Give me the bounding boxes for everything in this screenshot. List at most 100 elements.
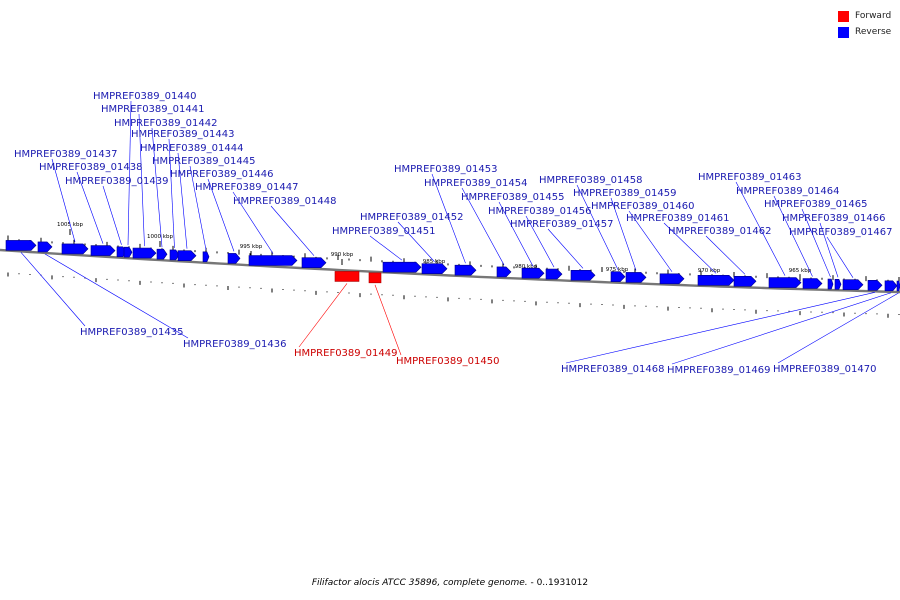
label-HMPREF0389_01467[interactable]: HMPREF0389_01467 [789, 227, 892, 238]
gene-HMPREF0389_01457[interactable] [570, 269, 596, 281]
gene-HMPREF0389_01436[interactable] [37, 241, 53, 253]
strand-legend: Forward Reverse [838, 8, 891, 40]
label-HMPREF0389_01444[interactable]: HMPREF0389_01444 [140, 143, 243, 154]
gene-HMPREF0389_01451[interactable] [382, 261, 422, 273]
reverse-swatch [838, 26, 849, 38]
label-HMPREF0389_01449[interactable]: HMPREF0389_01449 [294, 348, 397, 359]
label-HMPREF0389_01435[interactable]: HMPREF0389_01435 [80, 327, 183, 338]
label-HMPREF0389_01452[interactable]: HMPREF0389_01452 [360, 212, 463, 223]
connector-HMPREF0389_01444 [177, 152, 188, 249]
gene-HMPREF0389_01438[interactable] [90, 245, 116, 256]
label-HMPREF0389_01436[interactable]: HMPREF0389_01436 [183, 339, 286, 350]
connector-HMPREF0389_01441 [138, 113, 145, 247]
connector-HMPREF0389_01470 [777, 292, 899, 364]
gene-HMPREF0389_01466[interactable] [834, 278, 842, 290]
label-HMPREF0389_01460[interactable]: HMPREF0389_01460 [591, 201, 694, 212]
gene-HMPREF0389_01458[interactable] [610, 271, 626, 283]
connector-HMPREF0389_01457 [547, 228, 584, 269]
connector-HMPREF0389_01453 [431, 173, 466, 264]
gene-HMPREF0389_01443[interactable] [169, 249, 180, 261]
label-HMPREF0389_01450[interactable]: HMPREF0389_01450 [396, 356, 499, 367]
label-HMPREF0389_01454[interactable]: HMPREF0389_01454 [424, 178, 527, 189]
gene-HMPREF0389_01450[interactable] [368, 272, 382, 284]
gene-HMPREF0389_01444[interactable] [177, 250, 197, 262]
label-HMPREF0389_01453[interactable]: HMPREF0389_01453 [394, 164, 497, 175]
label-HMPREF0389_01456[interactable]: HMPREF0389_01456 [488, 206, 591, 217]
gene-HMPREF0389_01464[interactable] [802, 278, 823, 289]
connector-HMPREF0389_01462 [705, 235, 746, 275]
label-HMPREF0389_01439[interactable]: HMPREF0389_01439 [65, 176, 168, 187]
label-HMPREF0389_01438[interactable]: HMPREF0389_01438 [39, 162, 142, 173]
label-HMPREF0389_01455[interactable]: HMPREF0389_01455 [461, 192, 564, 203]
genome-backbone [0, 248, 900, 294]
backbone-line [0, 248, 900, 294]
gene-HMPREF0389_01455[interactable] [521, 267, 545, 279]
label-HMPREF0389_01462[interactable]: HMPREF0389_01462 [668, 226, 771, 237]
label-connectors [20, 100, 899, 365]
label-HMPREF0389_01440[interactable]: HMPREF0389_01440 [93, 91, 196, 102]
label-HMPREF0389_01468[interactable]: HMPREF0389_01468 [561, 364, 664, 375]
gene-HMPREF0389_01465[interactable] [827, 278, 834, 290]
label-HMPREF0389_01469[interactable]: HMPREF0389_01469 [667, 365, 770, 376]
gene-HMPREF0389_01445[interactable] [202, 251, 210, 263]
connector-HMPREF0389_01455 [498, 201, 534, 267]
label-HMPREF0389_01446[interactable]: HMPREF0389_01446 [170, 169, 273, 180]
caption-range: - 0..1931012 [527, 578, 589, 588]
label-HMPREF0389_01470[interactable]: HMPREF0389_01470 [773, 364, 876, 375]
gene-HMPREF0389_01437[interactable] [61, 243, 89, 255]
connector-HMPREF0389_01446 [207, 178, 235, 252]
label-HMPREF0389_01451[interactable]: HMPREF0389_01451 [332, 226, 435, 237]
connector-HMPREF0389_01449 [298, 283, 348, 348]
label-HMPREF0389_01437[interactable]: HMPREF0389_01437 [14, 149, 117, 160]
connector-HMPREF0389_01464 [773, 195, 813, 277]
gene-HMPREF0389_01448[interactable] [301, 257, 327, 269]
label-HMPREF0389_01457[interactable]: HMPREF0389_01457 [510, 219, 613, 230]
gene-HMPREF0389_01453[interactable] [454, 264, 477, 276]
gene-HMPREF0389_01435[interactable] [5, 240, 37, 251]
gene-HMPREF0389_01462[interactable] [733, 275, 757, 287]
label-HMPREF0389_01465[interactable]: HMPREF0389_01465 [764, 199, 867, 210]
label-HMPREF0389_01461[interactable]: HMPREF0389_01461 [626, 213, 729, 224]
gene-HMPREF0389_01446[interactable] [227, 253, 241, 264]
map-caption: Filifactor alocis ATCC 35896, complete g… [0, 578, 900, 588]
gene-HMPREF0389_01456[interactable] [545, 268, 563, 280]
label-HMPREF0389_01445[interactable]: HMPREF0389_01445 [152, 156, 255, 167]
gene-HMPREF0389_01449[interactable] [334, 271, 360, 282]
gene-HMPREF0389_01454[interactable] [496, 266, 512, 278]
label-HMPREF0389_01459[interactable]: HMPREF0389_01459 [573, 188, 676, 199]
label-HMPREF0389_01466[interactable]: HMPREF0389_01466 [782, 213, 885, 224]
label-HMPREF0389_01458[interactable]: HMPREF0389_01458 [539, 175, 642, 186]
connector-HMPREF0389_01437 [51, 158, 76, 242]
gene-HMPREF0389_01441[interactable] [132, 247, 157, 259]
gene-HMPREF0389_01460[interactable] [659, 273, 685, 285]
connector-HMPREF0389_01436 [44, 253, 189, 339]
legend-forward: Forward [838, 8, 891, 24]
gene-HMPREF0389_01447[interactable] [248, 255, 298, 266]
label-HMPREF0389_01441[interactable]: HMPREF0389_01441 [101, 104, 204, 115]
gene-HMPREF0389_01459[interactable] [625, 272, 647, 283]
connector-HMPREF0389_01442 [151, 127, 163, 248]
connector-HMPREF0389_01456 [525, 215, 555, 268]
connector-HMPREF0389_01468 [565, 292, 876, 364]
connector-HMPREF0389_01450 [374, 284, 402, 356]
gene-HMPREF0389_01442[interactable] [156, 248, 168, 260]
gene-HMPREF0389_01452[interactable] [421, 263, 448, 275]
label-HMPREF0389_01442[interactable]: HMPREF0389_01442 [114, 118, 217, 129]
label-HMPREF0389_01464[interactable]: HMPREF0389_01464 [736, 186, 839, 197]
label-HMPREF0389_01447[interactable]: HMPREF0389_01447 [195, 182, 298, 193]
gene-HMPREF0389_01467[interactable] [842, 279, 864, 291]
gene-HMPREF0389_01469[interactable] [884, 280, 898, 292]
scale-label: 975 kbp [606, 267, 629, 273]
gene-HMPREF0389_01463[interactable] [768, 277, 802, 288]
label-HMPREF0389_01443[interactable]: HMPREF0389_01443 [131, 129, 234, 140]
connector-HMPREF0389_01445 [189, 165, 207, 250]
connector-HMPREF0389_01466 [819, 222, 839, 278]
gene-HMPREF0389_01440[interactable] [123, 246, 133, 258]
label-HMPREF0389_01463[interactable]: HMPREF0389_01463 [698, 172, 801, 183]
gene-HMPREF0389_01468[interactable] [867, 279, 883, 291]
label-HMPREF0389_01448[interactable]: HMPREF0389_01448 [233, 196, 336, 207]
legend-forward-label: Forward [855, 11, 892, 21]
gene-HMPREF0389_01461[interactable] [697, 274, 735, 286]
